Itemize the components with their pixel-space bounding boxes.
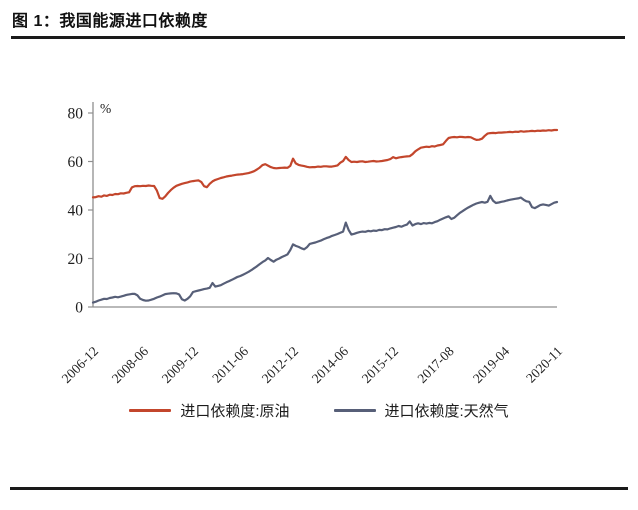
crude-oil-line-swatch	[129, 409, 172, 412]
series-line-1	[91, 194, 559, 304]
x-tick-label: 2006-12	[59, 344, 101, 386]
x-tick-label: 2015-12	[359, 344, 401, 386]
x-tick-label: 2008-06	[109, 343, 152, 386]
y-tick-label: 20	[68, 251, 84, 268]
legend-label-crude-oil: 进口依赖度:原油	[180, 403, 290, 420]
x-tick-label: 2020-11	[523, 344, 565, 386]
bottom-divider-line	[10, 487, 628, 490]
legend-item-natural-gas: 进口依赖度:天然气	[333, 400, 509, 421]
natural-gas-line-swatch	[333, 409, 376, 412]
title-divider-line	[11, 36, 625, 39]
legend-label-natural-gas: 进口依赖度:天然气	[384, 403, 509, 420]
x-tick-label: 2019-04	[470, 343, 513, 386]
x-tick-label: 2009-12	[159, 344, 201, 386]
legend-item-crude-oil: 进口依赖度:原油	[129, 400, 290, 421]
y-axis-unit-label: %	[100, 101, 111, 116]
x-tick-label: 2014-06	[309, 343, 352, 386]
figure-title: 图 1：我国能源进口依赖度	[12, 13, 208, 30]
y-tick-label: 80	[68, 106, 84, 123]
x-tick-label: 2011-06	[209, 343, 251, 385]
chart-legend: 进口依赖度:原油 进口依赖度:天然气	[0, 400, 638, 421]
y-tick-label: 0	[75, 300, 83, 317]
y-tick-label: 60	[68, 154, 84, 171]
series-line-0	[91, 128, 559, 200]
x-tick-label: 2012-12	[259, 344, 301, 386]
y-tick-label: 40	[68, 203, 84, 220]
x-tick-label: 2017-08	[414, 343, 457, 386]
